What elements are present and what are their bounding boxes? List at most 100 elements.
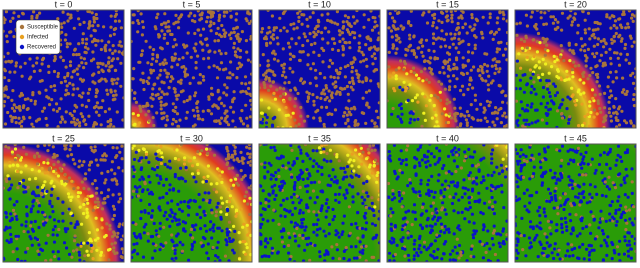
particle [546, 145, 550, 149]
particle [391, 46, 395, 50]
particle [519, 169, 523, 173]
particle [574, 103, 578, 107]
particle [218, 259, 222, 262]
particle [212, 21, 216, 26]
particle [483, 201, 487, 205]
particle [40, 62, 44, 66]
particle [421, 54, 425, 58]
particle [488, 15, 492, 20]
particle [140, 49, 144, 53]
particle [271, 218, 275, 222]
particle [26, 230, 30, 234]
particle [79, 244, 83, 248]
particle [26, 246, 30, 251]
particle [164, 102, 168, 106]
particle [571, 226, 575, 230]
particle [194, 66, 198, 70]
particle [159, 158, 163, 162]
particle [372, 164, 376, 168]
particle [388, 157, 392, 161]
particle [201, 180, 205, 184]
particle [554, 186, 558, 191]
particle [572, 16, 576, 20]
particle [267, 26, 271, 30]
particle [88, 237, 92, 241]
particle [259, 120, 263, 125]
particle [420, 158, 424, 162]
particle [572, 201, 576, 205]
particle [230, 186, 234, 190]
particle [481, 71, 485, 75]
particle [52, 184, 56, 189]
particle [276, 251, 280, 255]
particle [616, 153, 620, 157]
particle [119, 255, 123, 259]
particle [481, 36, 485, 40]
particle [549, 220, 554, 224]
particle [340, 31, 344, 35]
particle [528, 177, 532, 181]
particle [217, 226, 221, 230]
particle [132, 168, 136, 172]
particle [271, 191, 275, 195]
particle [472, 221, 476, 225]
particle [482, 106, 486, 110]
particle [407, 20, 411, 24]
particle [142, 225, 146, 229]
particle [558, 257, 562, 261]
particle [131, 250, 134, 254]
particle [198, 205, 202, 209]
particle [11, 16, 15, 20]
particle [467, 42, 471, 47]
particle [357, 41, 361, 45]
particle [272, 73, 276, 77]
particle [365, 101, 369, 105]
particle [116, 57, 120, 61]
particle [540, 183, 544, 187]
particle [280, 235, 284, 239]
particle [232, 224, 236, 228]
particle [623, 181, 627, 185]
particle [28, 177, 32, 181]
particle [360, 195, 364, 199]
particle [615, 158, 619, 162]
particle [198, 73, 202, 77]
particle [593, 28, 598, 32]
panel-title: t = 0 [55, 0, 73, 9]
particle [288, 52, 292, 56]
particle [220, 180, 224, 184]
particle [473, 150, 477, 154]
particle [541, 57, 545, 62]
particle [89, 34, 93, 38]
particle [291, 111, 295, 115]
particle [239, 119, 243, 123]
particle [335, 179, 339, 183]
particle [364, 57, 368, 61]
particle [569, 10, 573, 13]
particle [85, 198, 89, 202]
particle [601, 61, 606, 65]
particle [600, 171, 604, 175]
particle [3, 122, 8, 126]
particle [84, 61, 88, 65]
particle [578, 203, 582, 207]
particle [219, 34, 224, 39]
particle [106, 170, 110, 174]
particle [334, 229, 338, 233]
particle [605, 162, 609, 166]
particle [58, 166, 62, 170]
particle [470, 16, 474, 20]
particle [289, 173, 293, 177]
particle [158, 73, 162, 77]
particle [200, 11, 204, 15]
particle [214, 254, 218, 258]
particle [164, 241, 168, 245]
particle [92, 106, 97, 110]
particle [108, 247, 112, 251]
particle [593, 36, 597, 40]
particle [461, 25, 465, 30]
particle [69, 221, 73, 225]
particle [572, 158, 576, 162]
particle [612, 111, 616, 115]
particle [37, 225, 41, 230]
